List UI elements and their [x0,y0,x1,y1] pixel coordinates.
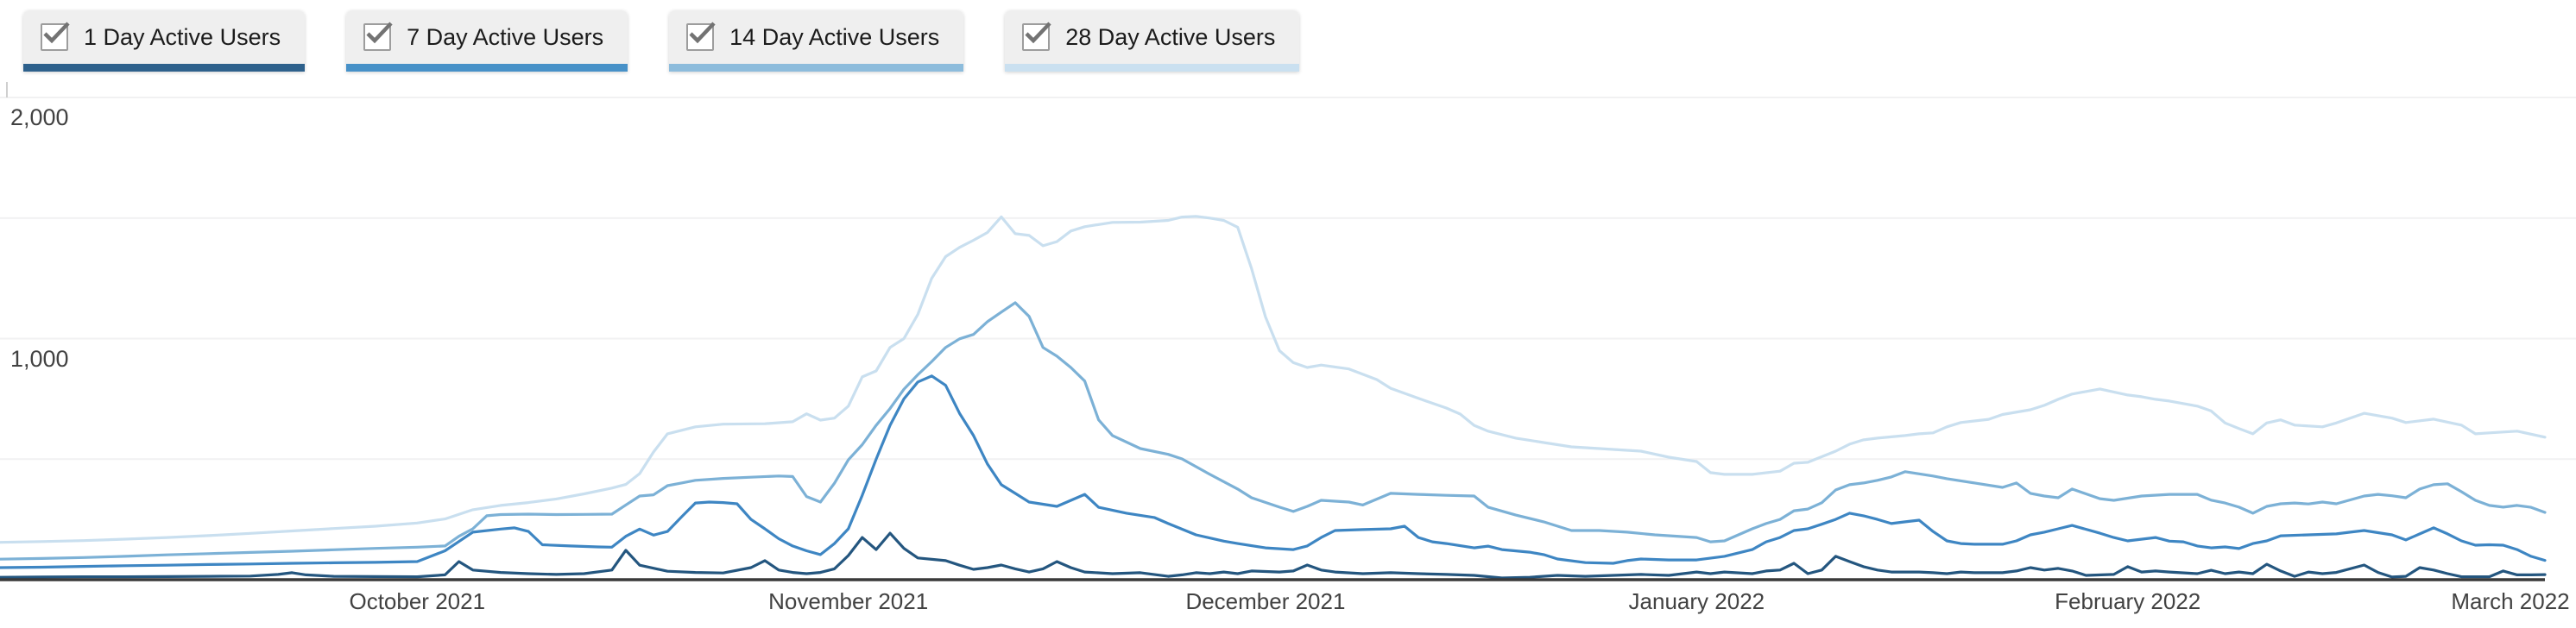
filter-button-row: 14 Day Active Users [669,10,964,64]
y-axis-label-2000: 2,000 [10,104,69,130]
filter-button-row: 1 Day Active Users [23,10,306,64]
x-axis-label-december-2021: December 2021 [1185,588,1346,614]
checkbox-checked-icon[interactable] [363,22,393,51]
y-axis-label-1000: 1,000 [10,345,69,372]
series-line-28-day-active-users[interactable] [0,215,2547,544]
series-line-14-day-active-users[interactable] [0,301,2547,561]
filter-button-28-day-active-users[interactable]: 28 Day Active Users [1005,10,1300,72]
filter-button-label: 1 Day Active Users [84,23,281,50]
filter-series-color-underline [346,64,628,72]
filter-button-label: 7 Day Active Users [407,23,604,50]
series-line-1-day-active-users[interactable] [0,531,2547,580]
filter-button-label: 14 Day Active Users [729,23,940,50]
filter-button-row: 7 Day Active Users [346,10,628,64]
filter-series-color-underline [669,64,964,72]
x-axis-label-march-2022: March 2022 [2451,588,2570,614]
filter-series-color-underline [1005,64,1300,72]
x-axis-label-october-2021: October 2021 [349,588,486,614]
filter-button-14-day-active-users[interactable]: 14 Day Active Users [669,10,964,72]
checkbox-checked-icon[interactable] [686,22,716,51]
metric-filter-bar: 1 Day Active Users 7 Day Active Users 14 D… [23,10,1341,72]
filter-button-1-day-active-users[interactable]: 1 Day Active Users [23,10,306,72]
x-axis-label-february-2022: February 2022 [2055,588,2201,614]
x-axis-label-november-2021: November 2021 [768,588,929,614]
checkbox-checked-icon[interactable] [1022,22,1051,51]
checkbox-checked-icon[interactable] [41,22,70,51]
x-axis-label-january-2022: January 2022 [1628,588,1765,614]
series-line-7-day-active-users[interactable] [0,374,2547,569]
filter-button-label: 28 Day Active Users [1065,23,1276,50]
filter-button-row: 28 Day Active Users [1005,10,1300,64]
filter-series-color-underline [23,64,306,72]
filter-button-7-day-active-users[interactable]: 7 Day Active Users [346,10,628,72]
